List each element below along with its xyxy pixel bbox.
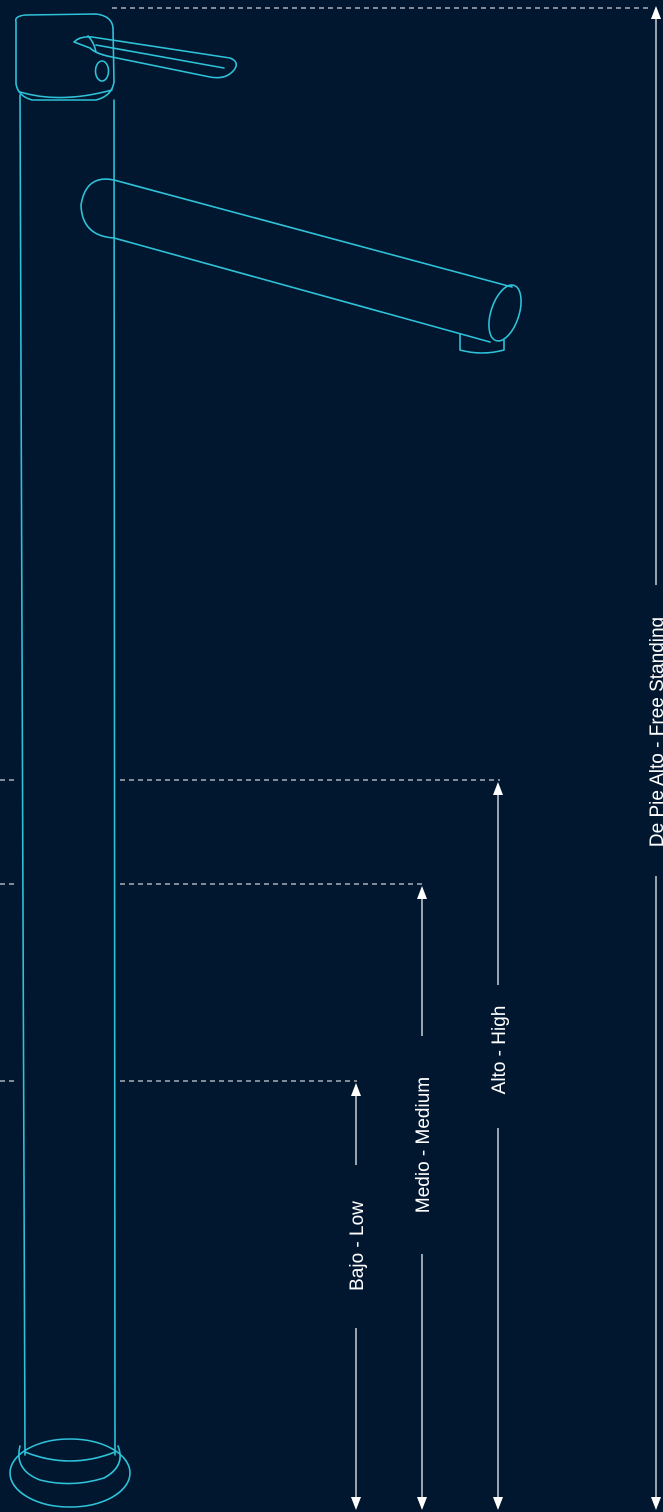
- faucet-handle-body: [14, 13, 115, 101]
- medium-arrow-up: [417, 886, 427, 899]
- faucet-handle-rim: [19, 89, 113, 99]
- dimension-free-standing: De Pie Alto - Free Standing: [647, 6, 663, 1510]
- faucet-column-right: [113, 99, 116, 1456]
- free-standing-arrow-down: [651, 1497, 661, 1510]
- low-arrow-up: [351, 1083, 361, 1096]
- faucet-lever-edge: [95, 44, 225, 69]
- faucet-illustration: [9, 13, 522, 1508]
- faucet-lever: [73, 36, 238, 79]
- faucet-base-outer: [9, 1438, 131, 1508]
- reference-lines: [0, 7, 648, 1082]
- faucet-spout: [80, 178, 513, 343]
- faucet-spout-tip: [488, 284, 522, 342]
- free-standing-arrow-up: [651, 6, 661, 19]
- dimension-low: Bajo - Low: [347, 1083, 368, 1510]
- faucet-base-top: [24, 1451, 116, 1462]
- low-arrow-down: [351, 1497, 361, 1510]
- high-arrow-down: [493, 1497, 503, 1510]
- faucet-column-left: [19, 94, 26, 1456]
- medium-arrow-down: [417, 1497, 427, 1510]
- high-label: Alto - High: [489, 1006, 510, 1095]
- faucet-base-inner: [18, 1445, 121, 1485]
- free-standing-label: De Pie Alto - Free Standing: [647, 617, 663, 847]
- faucet-spout-aerator: [459, 333, 505, 354]
- dimension-high: Alto - High: [489, 782, 510, 1510]
- medium-label: Medio - Medium: [413, 1077, 434, 1213]
- dimension-medium: Medio - Medium: [413, 886, 434, 1510]
- high-arrow-up: [493, 782, 503, 795]
- faucet-handle-hole: [94, 60, 110, 82]
- low-label: Bajo - Low: [347, 1201, 368, 1291]
